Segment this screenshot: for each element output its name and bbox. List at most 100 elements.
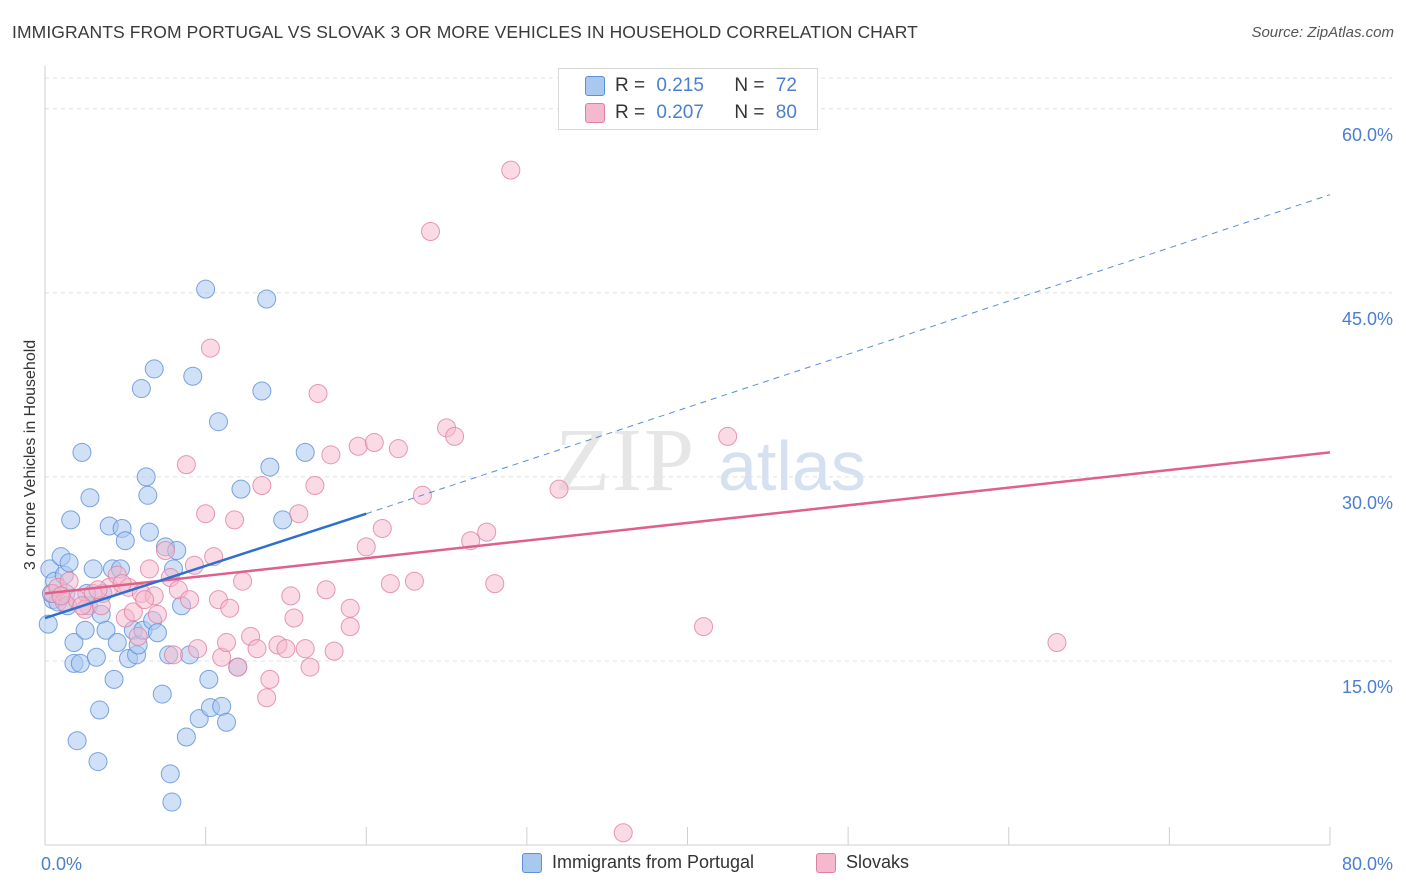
point-slovaks (139, 559, 159, 579)
point-portugal (273, 510, 293, 530)
point-slovaks (228, 657, 248, 677)
point-slovaks (718, 426, 738, 446)
point-portugal (70, 653, 90, 673)
series-slovaks-points (43, 160, 1067, 843)
series-legend: Immigrants from Portugal Slovaks (0, 852, 1406, 878)
point-portugal (152, 684, 172, 704)
y-ticks: 15.0% 30.0% 45.0% 60.0% (1342, 125, 1393, 697)
point-slovaks (364, 433, 384, 453)
x-tick-label: 0.0% (41, 854, 82, 874)
stats-legend: R = 0.215 N = 72 R = 0.207 N = 80 (558, 68, 818, 130)
point-slovaks (340, 617, 360, 637)
chart-title: IMMIGRANTS FROM PORTUGAL VS SLOVAK 3 OR … (12, 22, 918, 42)
point-portugal (38, 614, 58, 634)
point-portugal (61, 510, 81, 530)
point-portugal (212, 696, 232, 716)
point-slovaks (348, 436, 368, 456)
point-portugal (199, 669, 219, 689)
series-portugal-points (38, 279, 315, 812)
point-slovaks (1047, 633, 1067, 653)
point-slovaks (123, 602, 143, 622)
point-slovaks (233, 571, 253, 591)
point-portugal (217, 712, 237, 732)
x-tick-label: 80.0% (1342, 854, 1393, 874)
point-portugal (147, 623, 167, 643)
point-portugal (160, 764, 180, 784)
point-slovaks (188, 639, 208, 659)
r-value: 0.215 (656, 75, 704, 96)
point-slovaks (135, 590, 155, 610)
legend-item-portugal[interactable]: Immigrants from Portugal (522, 852, 754, 873)
axes (44, 66, 1331, 846)
swatch-portugal (585, 76, 605, 96)
point-portugal (257, 289, 277, 309)
point-slovaks (155, 541, 175, 561)
point-slovaks (276, 639, 296, 659)
n-value: 72 (775, 75, 797, 96)
point-slovaks (694, 617, 714, 637)
point-portugal (231, 479, 251, 499)
n-label: N = (734, 75, 765, 96)
point-portugal (59, 553, 79, 573)
y-tick-label: 30.0% (1342, 493, 1393, 513)
point-slovaks (356, 537, 376, 557)
point-portugal (136, 467, 156, 487)
point-slovaks (257, 688, 277, 708)
point-slovaks (477, 522, 497, 542)
point-portugal (115, 531, 135, 551)
trend-line-slovaks (44, 451, 1331, 595)
point-portugal (64, 633, 84, 653)
point-portugal (138, 485, 158, 505)
point-slovaks (549, 479, 569, 499)
point-slovaks (485, 574, 505, 594)
point-portugal (176, 727, 196, 747)
point-portugal (80, 488, 100, 508)
source-label: Source: ZipAtlas.com (1251, 24, 1394, 41)
point-slovaks (421, 222, 440, 242)
point-slovaks (164, 645, 183, 665)
point-portugal (83, 559, 103, 579)
point-slovaks (404, 571, 424, 591)
point-slovaks (88, 580, 108, 600)
point-portugal (208, 412, 228, 432)
legend-swatch-slovaks (816, 852, 836, 873)
point-slovaks (225, 510, 245, 530)
legend-label-portugal: Immigrants from Portugal (552, 852, 755, 872)
point-slovaks (372, 518, 392, 538)
point-portugal (107, 633, 127, 653)
r-label: R = (615, 75, 646, 96)
point-slovaks (176, 455, 196, 475)
trend-line-portugal-extension (366, 194, 1331, 515)
point-slovaks (200, 338, 220, 358)
point-slovaks (217, 633, 237, 653)
y-tick-label: 60.0% (1342, 125, 1393, 145)
legend-swatch-portugal (522, 852, 542, 873)
n-label: N = (734, 102, 765, 123)
point-portugal (260, 457, 280, 477)
point-slovaks (196, 504, 216, 524)
point-slovaks (180, 590, 200, 610)
trend-line-portugal (44, 512, 367, 620)
point-portugal (252, 381, 272, 401)
point-slovaks (247, 639, 267, 659)
point-portugal (86, 647, 106, 667)
legend-label-slovaks: Slovaks (846, 852, 910, 872)
point-slovaks (260, 669, 280, 689)
swatch-slovaks (585, 103, 605, 123)
point-slovaks (305, 475, 325, 495)
point-slovaks (308, 383, 328, 403)
point-portugal (90, 700, 110, 720)
point-portugal (196, 279, 216, 299)
point-portugal (67, 731, 87, 751)
legend-item-slovaks[interactable]: Slovaks (816, 852, 909, 873)
point-portugal (131, 379, 151, 399)
point-slovaks (321, 445, 341, 465)
point-portugal (162, 792, 182, 812)
point-portugal (72, 442, 92, 462)
point-slovaks (147, 604, 167, 624)
y-tick-label: 45.0% (1342, 309, 1393, 329)
point-slovaks (220, 598, 240, 618)
point-slovaks (128, 626, 148, 646)
point-portugal (88, 752, 108, 772)
